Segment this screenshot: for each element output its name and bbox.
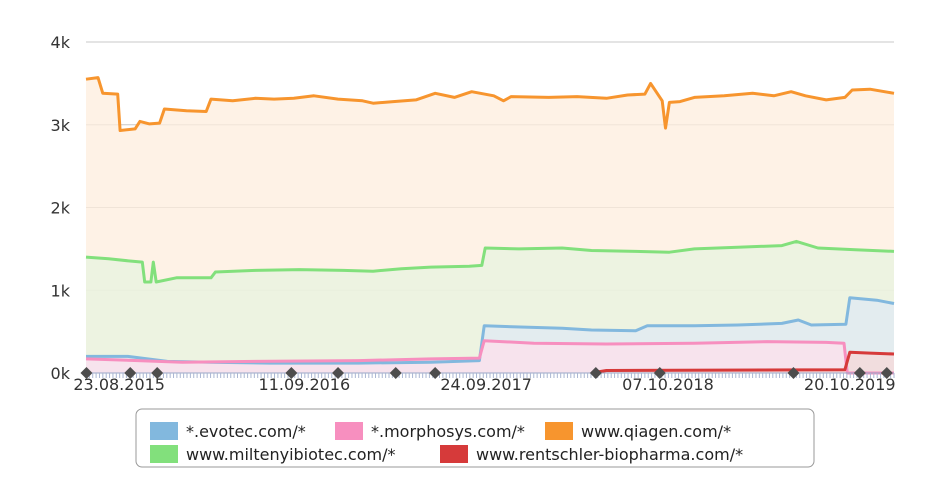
annotation-marker (151, 367, 164, 379)
x-tick-label: 11.09.2016 (259, 375, 351, 394)
legend-label: www.qiagen.com/* (581, 422, 731, 441)
y-axis-labels: 0k 1k 2k 3k 4k (51, 33, 71, 383)
x-axis-labels: 23.08.2015 11.09.2016 24.09.2017 07.10.2018… (73, 375, 895, 394)
annotation-marker (124, 367, 137, 379)
y-tick-label: 2k (51, 199, 71, 218)
legend-label: *.morphosys.com/* (371, 422, 525, 441)
annotation-marker (332, 367, 345, 379)
annotation-marker (880, 367, 893, 379)
annotation-marker (787, 367, 800, 379)
series-areas (86, 77, 894, 373)
x-tick-label: 23.08.2015 (73, 375, 165, 394)
legend-box (135, 408, 815, 468)
series-line-3 (85, 339, 894, 375)
annotation-marker (389, 367, 402, 379)
x-axis (85, 372, 895, 378)
legend-label: www.rentschler-biopharma.com/* (476, 445, 743, 464)
x-tick-label: 20.10.2019 (804, 375, 896, 394)
annotation-marker (853, 367, 866, 379)
annotation-marker (285, 367, 298, 379)
annotation-marker (653, 367, 666, 379)
annotation-marker (429, 367, 442, 379)
y-tick-label: 3k (51, 116, 71, 135)
series-lines (85, 76, 895, 375)
series-line-4 (591, 350, 895, 375)
x-tick-label: 24.09.2017 (440, 375, 532, 394)
legend-swatch (335, 422, 363, 440)
x-tick-label: 07.10.2018 (622, 375, 714, 394)
legend-label: *.evotec.com/* (186, 422, 306, 441)
series-area-3 (86, 340, 894, 373)
annotation-marker (589, 367, 602, 379)
annotation-markers (80, 367, 893, 379)
legend-swatch (440, 445, 468, 463)
legend-swatch (150, 422, 178, 440)
series-line-0 (85, 76, 895, 132)
legend: *.evotec.com/* *.morphosys.com/* www.qiage… (135, 408, 815, 468)
y-tick-label: 0k (51, 364, 71, 383)
annotation-marker (80, 367, 93, 379)
series-line-1 (85, 239, 895, 284)
legend-swatch (150, 445, 178, 463)
y-tick-label: 1k (51, 281, 71, 300)
legend-label: www.miltenyibiotec.com/* (186, 445, 395, 464)
legend-swatch (545, 422, 573, 440)
y-tick-label: 4k (51, 33, 71, 52)
